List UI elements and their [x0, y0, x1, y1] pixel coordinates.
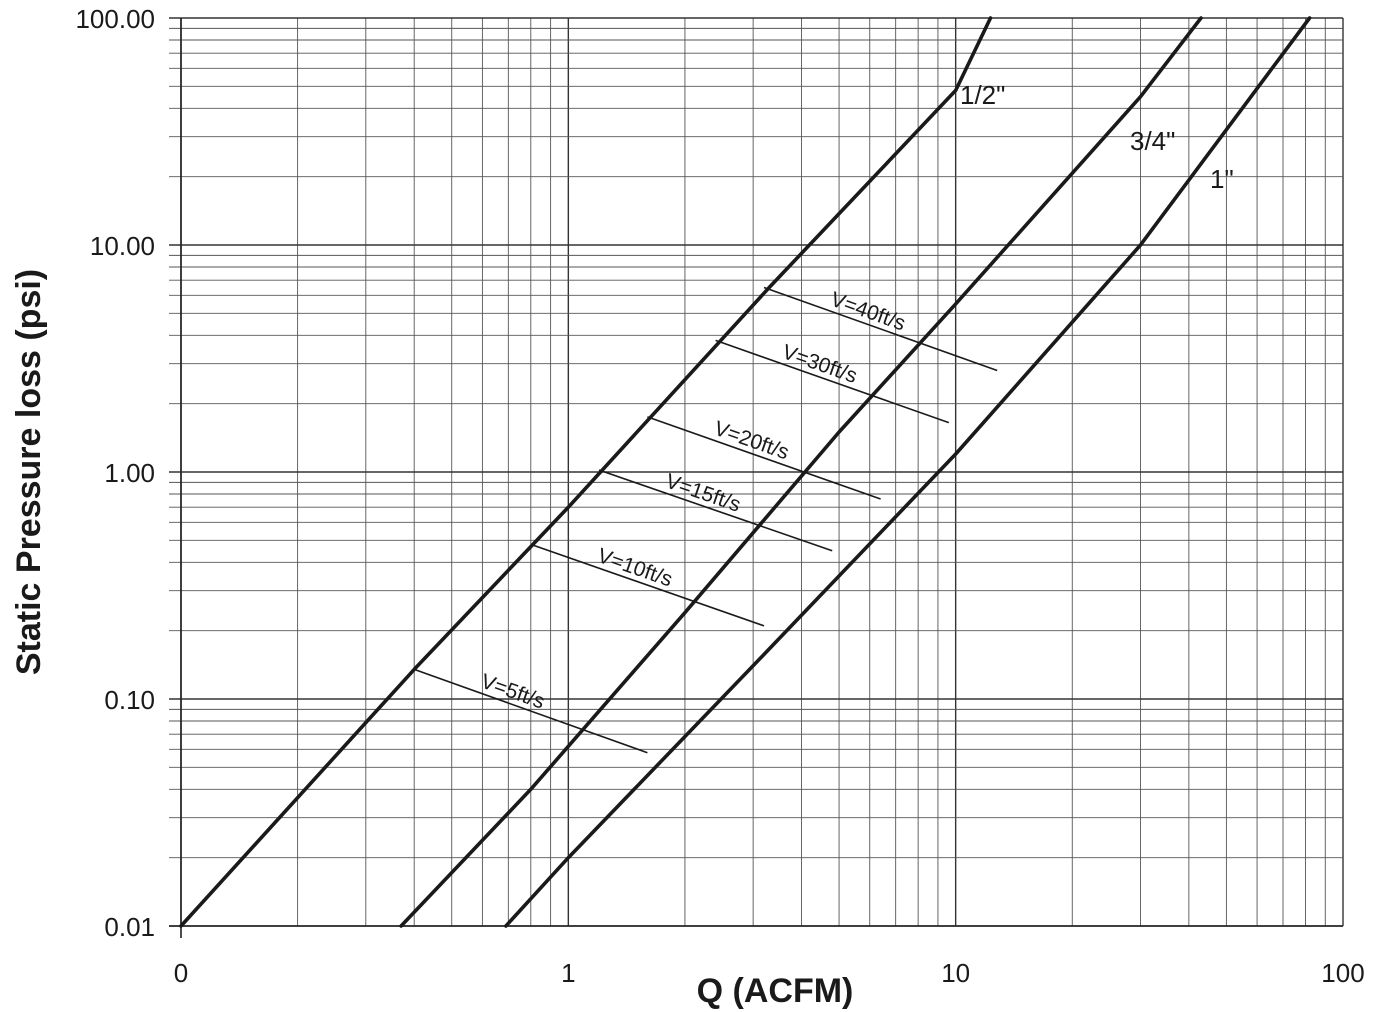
- y-tick-label: 100.00: [75, 4, 155, 34]
- velocity-label: V=30ft/s: [779, 340, 860, 388]
- velocity-line: [715, 339, 950, 424]
- velocity-label: V=10ft/s: [594, 544, 675, 591]
- x-tick-labels: 0 1 10 100: [174, 958, 1365, 988]
- series-label: 1/2": [960, 80, 1005, 110]
- velocity-label: V=20ft/s: [711, 417, 792, 465]
- y-tick-label: 0.01: [104, 912, 155, 942]
- velocity-line: [530, 543, 765, 627]
- series-line: [504, 16, 1312, 928]
- series-line: [399, 16, 1203, 928]
- y-tick-label: 10.00: [90, 231, 155, 261]
- velocity-label: V=15ft/s: [663, 470, 744, 517]
- velocity-line: [598, 469, 833, 552]
- y-axis-title: Static Pressure loss (psi): [10, 269, 48, 675]
- y-tick-labels: 0.01 0.10 1.00 10.00 100.00: [75, 4, 155, 942]
- x-tick-label: 1: [561, 958, 575, 988]
- series-line: [179, 16, 993, 928]
- x-axis-title: Q (ACFM): [697, 972, 854, 1010]
- series-label: 1": [1210, 164, 1234, 194]
- velocity-line: [763, 286, 998, 372]
- x-tick-label: 100: [1321, 958, 1364, 988]
- velocity-line: [413, 668, 648, 754]
- x-tick-label: 0: [174, 958, 188, 988]
- series-label: 3/4": [1130, 126, 1175, 156]
- grid-lines: [169, 17, 1344, 938]
- velocity-line: [647, 416, 881, 500]
- velocity-label: V=5ft/s: [478, 670, 548, 714]
- series-lines: 1/2" 3/4" 1": [179, 16, 1312, 928]
- y-tick-label: 0.10: [104, 685, 155, 715]
- x-tick-label: 10: [941, 958, 970, 988]
- y-tick-label: 1.00: [104, 458, 155, 488]
